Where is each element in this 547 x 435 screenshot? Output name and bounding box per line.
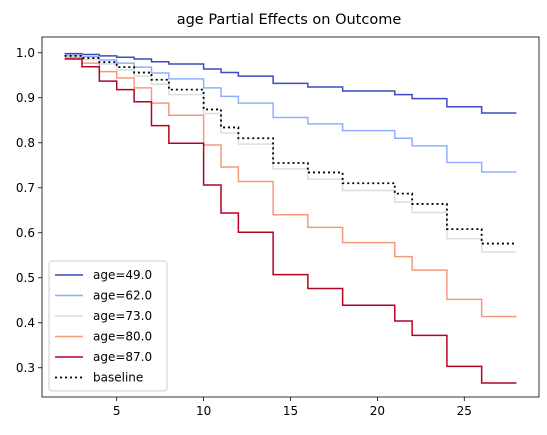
y-tick-label: 1.0 — [16, 46, 35, 60]
series-line-age-73-0 — [64, 55, 517, 253]
series-line-age-80-0 — [64, 56, 517, 318]
y-tick-label: 0.4 — [16, 316, 35, 330]
chart-title: age Partial Effects on Outcome — [177, 12, 402, 28]
axes-layer: 5 10 15 20 25 0.3 0.4 0.5 0.6 0.7 0.8 0.9 1.0 — [16, 36, 540, 418]
series-line-baseline — [64, 55, 517, 245]
series-layer — [64, 52, 517, 384]
x-tick-label: 10 — [196, 404, 211, 418]
legend-label: age=80.0 — [93, 330, 152, 344]
series-line-age-49-0 — [64, 52, 517, 114]
y-tick-label: 0.8 — [16, 136, 35, 150]
y-tick-label: 0.7 — [16, 181, 35, 195]
y-tick-label: 0.6 — [16, 226, 35, 240]
legend-label: age=49.0 — [93, 268, 152, 282]
series-line-age-87-0 — [64, 58, 517, 384]
legend-label: age=87.0 — [93, 350, 152, 364]
legend-label: baseline — [93, 371, 143, 385]
series-line-age-62-0 — [64, 54, 517, 173]
y-tick-label: 0.9 — [16, 91, 35, 105]
x-tick-label: 15 — [283, 404, 298, 418]
y-tick-label: 0.5 — [16, 271, 35, 285]
legend: age=49.0 age=62.0 age=73.0 age=80.0 age=87.0… — [48, 260, 168, 392]
legend-label: age=62.0 — [93, 289, 152, 303]
x-tick-label: 5 — [113, 404, 121, 418]
y-tick-label: 0.3 — [16, 361, 35, 375]
legend-label: age=73.0 — [93, 309, 152, 323]
legend-box — [48, 260, 168, 392]
x-tick-label: 25 — [457, 404, 472, 418]
x-tick-label: 20 — [370, 404, 385, 418]
